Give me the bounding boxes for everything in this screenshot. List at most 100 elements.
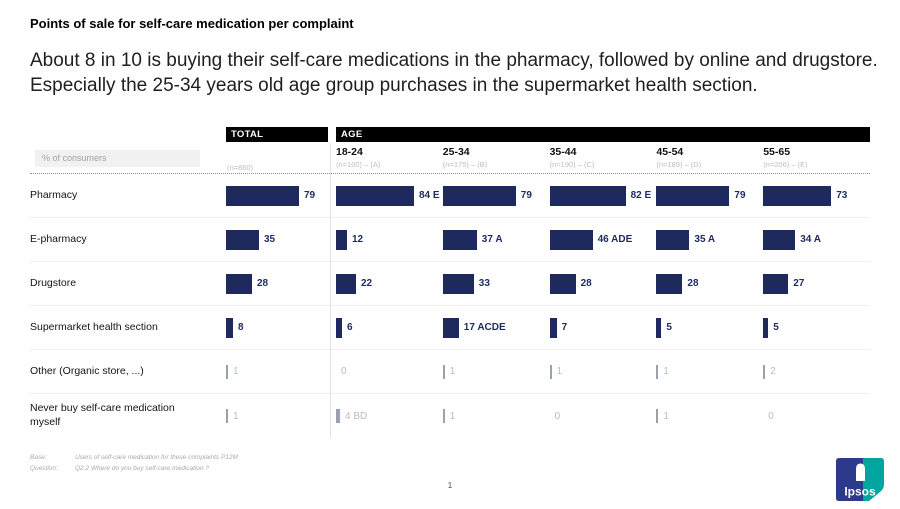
value-label: 2 <box>770 366 776 377</box>
value-cell: 35 A <box>656 229 763 250</box>
value-cell: 37 A <box>442 229 550 250</box>
value-label: 82 E <box>630 190 652 201</box>
value-label: 28 <box>257 278 269 289</box>
face-profile-icon <box>856 463 865 481</box>
value-bar <box>656 273 683 294</box>
value-cell: 28 <box>549 273 657 294</box>
row-label: Pharmacy <box>30 188 78 201</box>
value-cell: 34 A <box>763 229 870 250</box>
age-column-headers: AGE 18-24 (n=100) – (A) 25-34 (n=175) – (B)… <box>336 127 870 169</box>
value-bar <box>336 229 347 250</box>
sample-size-label: (n=175) – (B) <box>442 160 488 169</box>
value-cell: 0 <box>550 411 657 422</box>
value-bar <box>226 273 252 294</box>
value-cell: 35 <box>226 229 336 250</box>
value-cell: 73 <box>763 185 870 206</box>
value-cell: 2 <box>763 364 870 379</box>
value-bar <box>442 409 445 423</box>
sample-size-label: (n=190) – (C) <box>549 160 595 169</box>
value-cell: 22 <box>336 273 443 294</box>
value-label: 35 A <box>694 234 716 245</box>
age-column-header: 18-24 (n=100) – (A) <box>336 142 443 169</box>
total-age-divider <box>330 143 331 438</box>
value-bar <box>763 317 769 338</box>
value-bar <box>656 409 659 423</box>
table-row: Supermarket health section 8 6 17 ACDE 7 5 5 <box>30 306 870 350</box>
total-column-header: TOTAL (n=860) <box>226 127 336 172</box>
value-bar <box>226 229 259 250</box>
footnote-question-row: Question: Q2.2 Where do you buy self-care… <box>30 463 238 474</box>
value-label: 6 <box>347 322 353 333</box>
value-cell: 27 <box>763 273 870 294</box>
value-bar <box>442 273 474 294</box>
value-label: 79 <box>304 190 316 201</box>
table-row: E-pharmacy 35 12 37 A 46 ADE 35 A 34 A <box>30 218 870 262</box>
value-cell: 79 <box>226 185 336 206</box>
value-cell: 1 <box>656 364 763 379</box>
value-cell: 0 <box>336 366 443 377</box>
value-cell: 7 <box>549 317 657 338</box>
value-cell: 1 <box>226 409 336 423</box>
value-label: 34 A <box>800 234 821 245</box>
value-label: 12 <box>352 234 364 245</box>
value-bar <box>226 364 228 379</box>
value-cell: 12 <box>336 229 443 250</box>
data-table: % of consumers TOTAL (n=860) AGE 18-24 (n… <box>30 127 870 438</box>
age-column-header: 35-44 (n=190) – (C) <box>550 142 657 169</box>
value-label: 5 <box>773 322 779 333</box>
table-row: Never buy self-care medication myself 1 4 … <box>30 394 870 438</box>
value-cell: 33 <box>442 273 550 294</box>
footnote-base-row: Base: Users of self-care medication for t… <box>30 452 238 463</box>
row-label: Drugstore <box>30 276 77 289</box>
value-label: 0 <box>768 410 774 422</box>
value-cell: 4 BD <box>336 409 443 423</box>
value-label: 28 <box>687 278 699 289</box>
value-label: 27 <box>793 278 805 289</box>
value-cell: 82 E <box>549 185 657 206</box>
value-cell: 17 ACDE <box>442 317 550 338</box>
logo-text: Ipsos <box>844 485 876 499</box>
sample-size-label: (n=100) – (A) <box>336 160 381 169</box>
age-group-label: 18-24 <box>336 146 363 158</box>
value-label: 0 <box>341 366 347 377</box>
base-text: Users of self-care medication for these … <box>75 454 238 461</box>
value-label: 4 BD <box>345 410 368 422</box>
value-label: 1 <box>556 366 563 377</box>
value-bar <box>763 273 789 294</box>
value-cell: 84 E <box>336 185 443 206</box>
value-bar <box>549 317 557 338</box>
age-group-label: 55-65 <box>763 146 791 158</box>
value-cell: 8 <box>226 317 336 338</box>
row-label: E-pharmacy <box>30 232 87 245</box>
value-bar <box>763 229 796 250</box>
row-label: Other (Organic store, ...) <box>30 364 144 377</box>
value-label: 37 A <box>481 234 503 245</box>
value-label: 84 E <box>419 190 440 201</box>
value-label: 0 <box>554 410 561 422</box>
age-group-label: 25-34 <box>442 146 470 158</box>
value-cell: 28 <box>226 273 336 294</box>
total-header-bar: TOTAL <box>226 127 328 142</box>
sample-size-label: (n=189) – (D) <box>656 160 702 169</box>
value-label: 1 <box>663 366 669 377</box>
value-label: 8 <box>238 322 244 333</box>
age-columns: 18-24 (n=100) – (A) 25-34 (n=175) – (B) 35-4… <box>336 142 870 169</box>
value-label: 79 <box>520 190 532 201</box>
value-bar <box>226 185 299 206</box>
value-label: 1 <box>233 366 239 377</box>
page-title: Points of sale for self-care medication … <box>30 16 354 31</box>
value-bar <box>226 409 228 423</box>
age-column-header: 55-65 (n=206) – (E) <box>763 142 870 169</box>
value-label: 33 <box>478 278 490 289</box>
value-label: 1 <box>233 410 239 422</box>
value-bar <box>549 229 593 250</box>
value-bar <box>336 317 342 338</box>
value-cell: 1 <box>442 364 550 379</box>
value-cell: 0 <box>763 411 870 422</box>
value-bar <box>226 317 233 338</box>
value-label: 1 <box>449 410 456 422</box>
row-label: Never buy self-care medication myself <box>30 402 175 428</box>
table-header: % of consumers TOTAL (n=860) AGE 18-24 (n… <box>30 127 870 174</box>
value-bar <box>442 364 445 379</box>
ipsos-logo: Ipsos <box>836 458 884 501</box>
